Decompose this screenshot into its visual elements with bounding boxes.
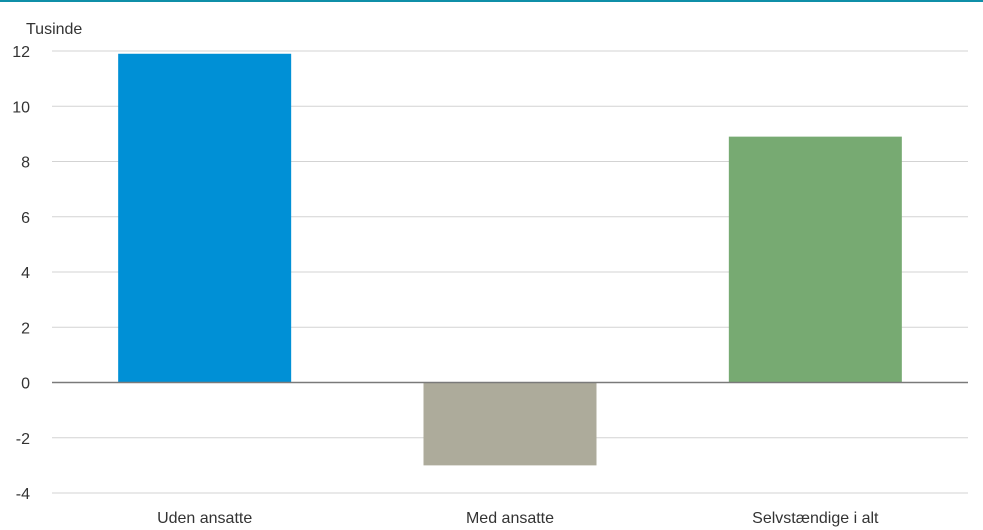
x-category-label: Selvstændige i alt (752, 510, 879, 527)
top-rule (0, 0, 983, 2)
y-tick-label: 2 (21, 320, 30, 337)
y-tick-label: -2 (16, 431, 30, 448)
y-tick-label: 0 (21, 376, 30, 393)
x-category-label: Med ansatte (466, 510, 554, 527)
y-tick-label: 4 (21, 265, 30, 282)
y-tick-label: 12 (12, 44, 30, 61)
bar (423, 382, 597, 466)
x-category-label: Uden ansatte (157, 510, 252, 527)
bar (728, 136, 902, 383)
y-unit-label: Tusinde (26, 21, 82, 38)
y-tick-label: 10 (12, 99, 30, 116)
bars-layer (118, 53, 902, 466)
y-tick-label: 6 (21, 210, 30, 227)
bar (118, 53, 292, 383)
labels-layer: -4 -2 0 2 4 6 8 10 12 Uden ansatte Med ansatte Selv… (12, 44, 879, 527)
y-tick-label: -4 (16, 486, 30, 503)
y-tick-label: 8 (21, 155, 30, 172)
